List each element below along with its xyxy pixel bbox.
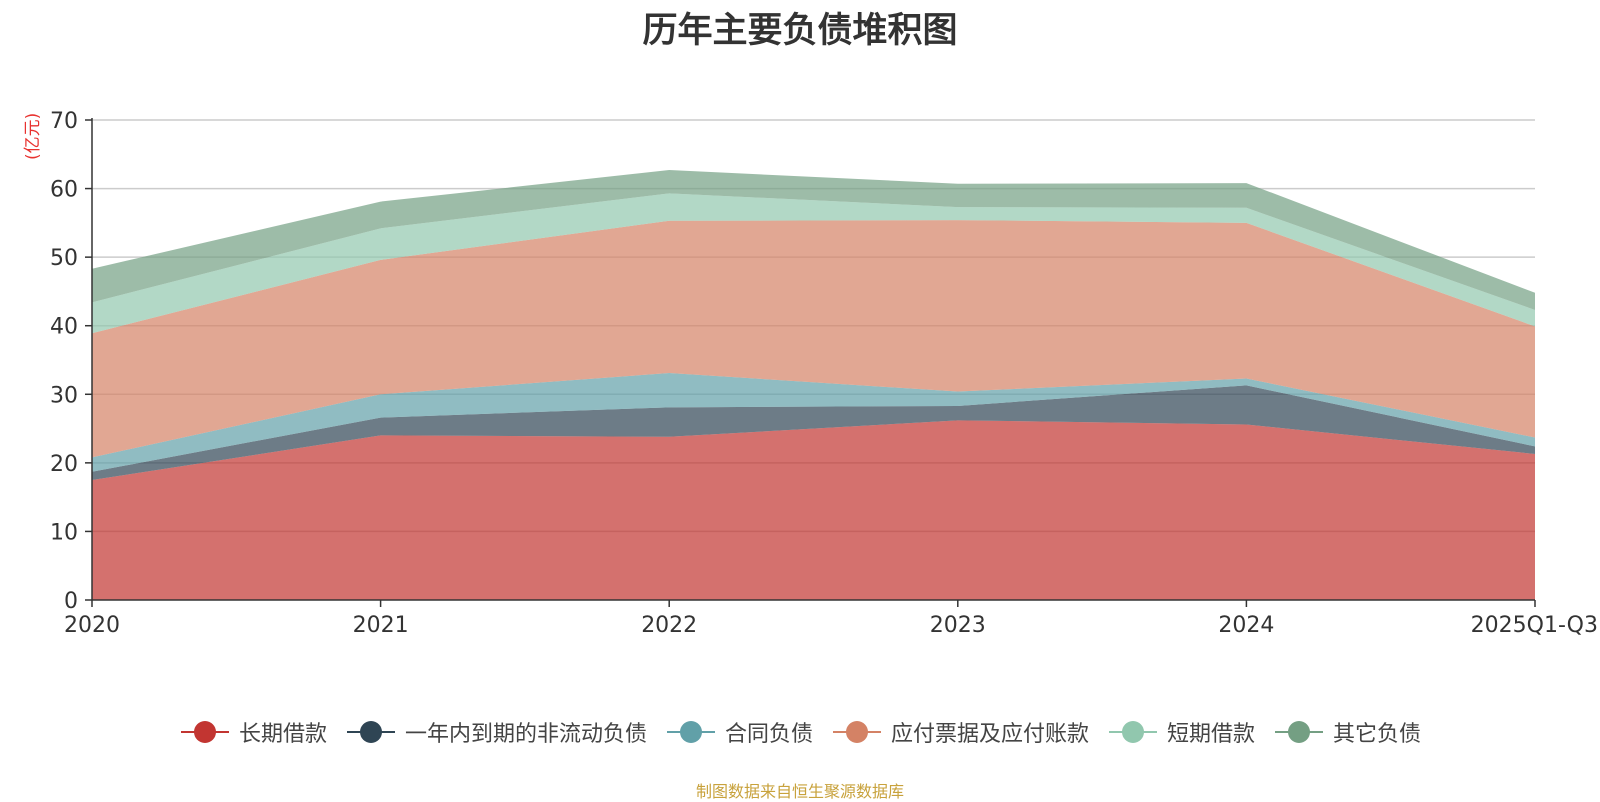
legend-item[interactable]: 合同负债 (665, 716, 813, 748)
y-tick-label: 20 (50, 452, 78, 477)
x-tick-label: 2023 (930, 613, 986, 638)
legend-marker-icon (1275, 721, 1324, 743)
legend: 长期借款 一年内到期的非流动负债 合同负债 应付票据及应付账款 短期借款 其它负债 (0, 716, 1600, 748)
area-series (92, 170, 1535, 600)
legend-label: 长期借款 (238, 722, 327, 747)
legend-label: 应付票据及应付账款 (891, 722, 1090, 747)
legend-label: 合同负债 (724, 722, 813, 747)
legend-item[interactable]: 一年内到期的非流动负债 (345, 716, 647, 748)
legend-marker-icon (346, 721, 395, 743)
y-tick-label: 50 (50, 246, 78, 271)
area-series-5[interactable] (92, 193, 1535, 334)
area-series-2[interactable] (92, 385, 1535, 480)
x-tick-label: 2025Q1-Q3 (1471, 613, 1598, 638)
legend-item[interactable]: 其它负债 (1273, 716, 1421, 748)
y-tick-label: 70 (50, 109, 78, 134)
y-tick-label: 10 (50, 520, 78, 545)
x-tick-label: 2020 (64, 613, 120, 638)
data-source-note: 制图数据来自恒生聚源数据库 (695, 782, 904, 801)
x-tick-label: 2024 (1218, 613, 1274, 638)
y-tick-label: 0 (64, 589, 78, 614)
y-tick-label: 40 (50, 315, 78, 340)
legend-marker-icon (1109, 721, 1158, 743)
axes: 0 10 20 30 40 50 60 70 2020 2021 2022 2023 2024 2025Q… (50, 109, 1598, 638)
area-series-4[interactable] (92, 220, 1535, 458)
legend-item[interactable]: 短期借款 (1107, 716, 1255, 748)
area-series-6[interactable] (92, 170, 1535, 310)
legend-label: 短期借款 (1167, 722, 1256, 747)
chart-title: 历年主要负债堆积图 (642, 11, 958, 51)
legend-marker-icon (666, 721, 715, 743)
legend-item[interactable]: 长期借款 (179, 716, 327, 748)
y-tick-label: 30 (50, 383, 78, 408)
y-tick-label: 60 (50, 178, 78, 203)
x-tick-label: 2021 (353, 613, 409, 638)
legend-label: 其它负债 (1333, 722, 1422, 747)
area-series-3[interactable] (92, 373, 1535, 472)
legend-marker-icon (833, 721, 881, 743)
legend-marker-icon (180, 721, 229, 743)
legend-label: 一年内到期的非流动负债 (404, 722, 647, 747)
legend-item[interactable]: 应付票据及应付账款 (831, 716, 1089, 748)
x-tick-label: 2022 (641, 613, 697, 638)
area-series-1[interactable] (92, 420, 1535, 600)
